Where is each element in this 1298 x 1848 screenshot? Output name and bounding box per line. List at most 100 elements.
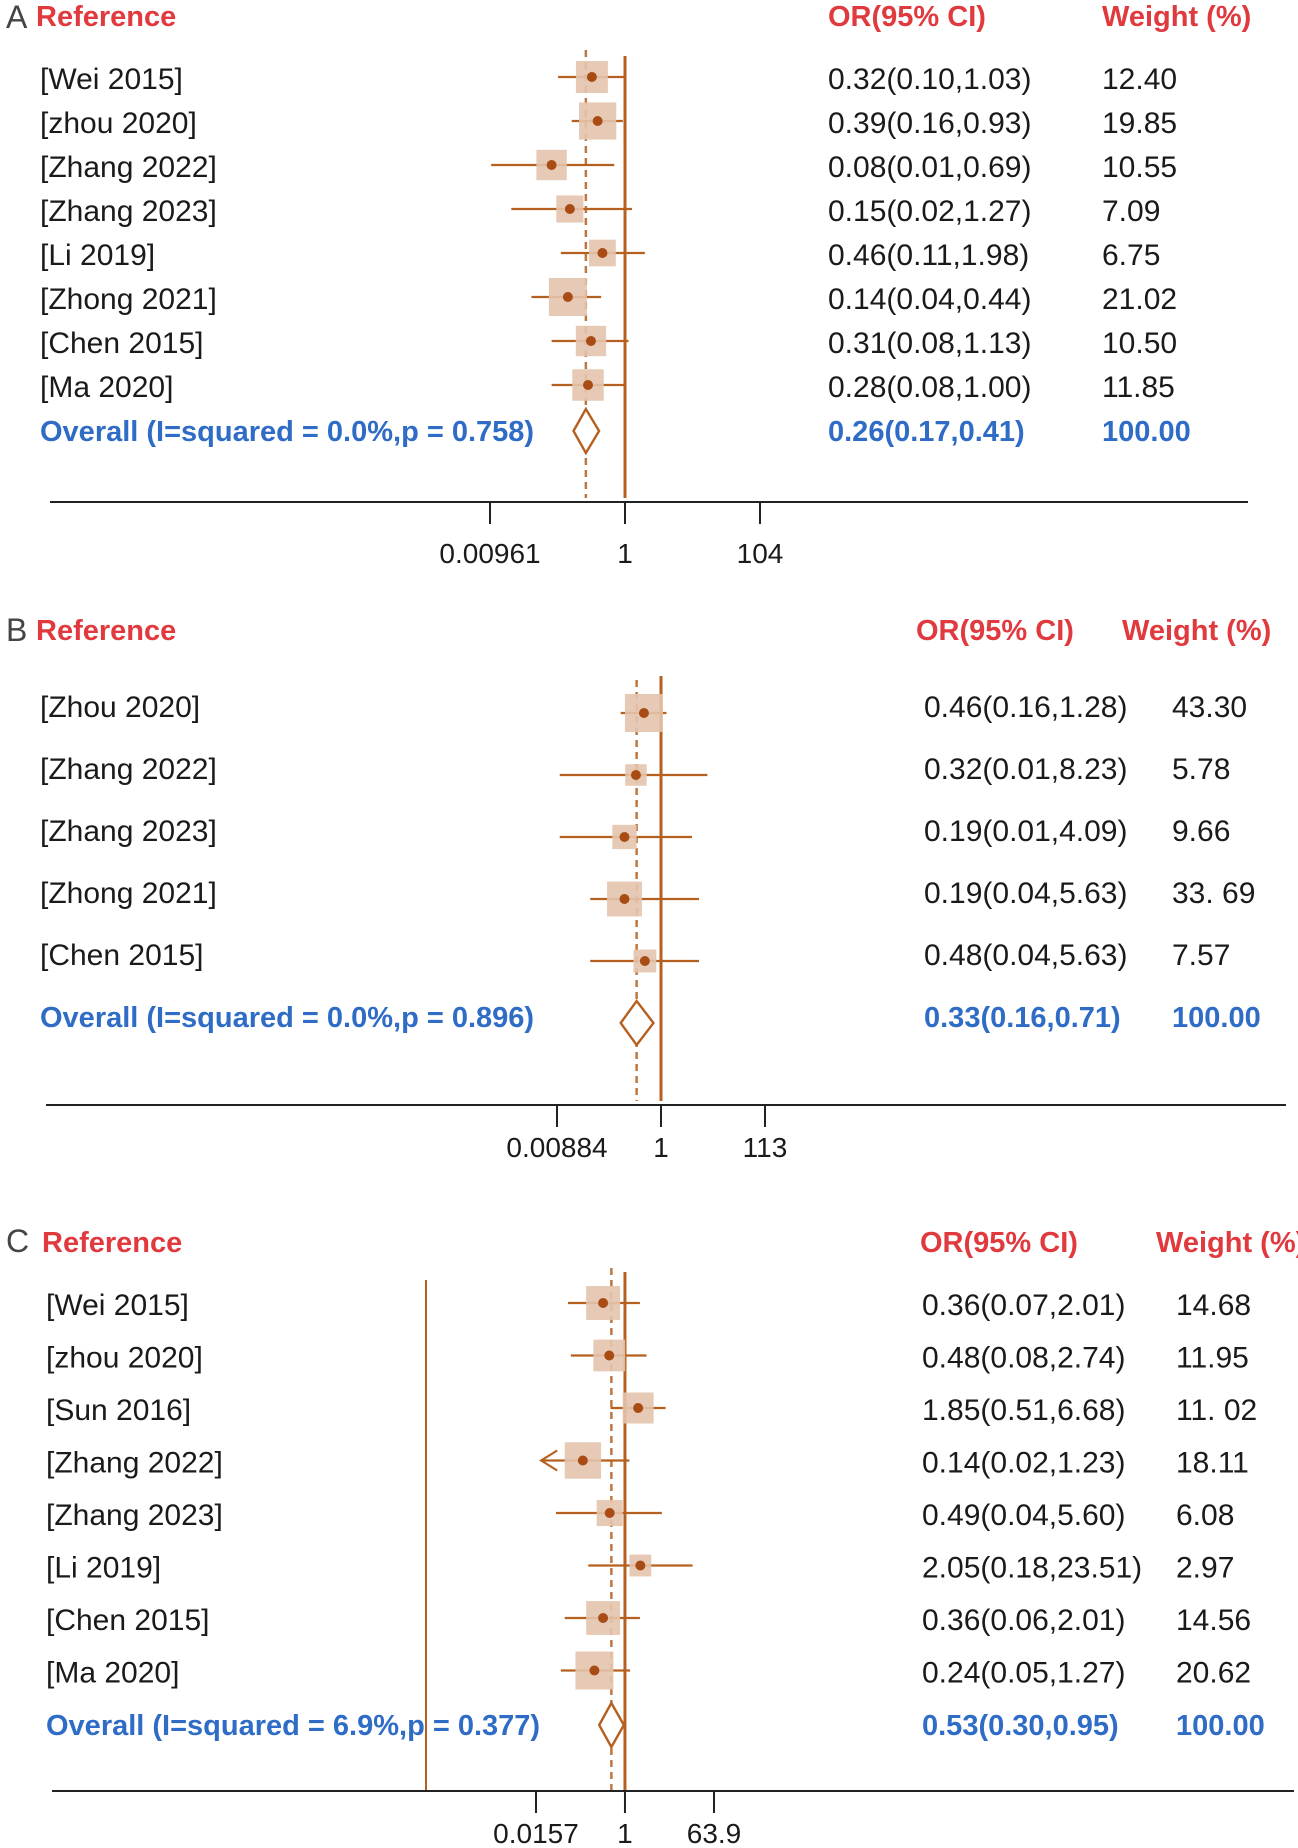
header-weight: Weight (%) [1122, 615, 1271, 647]
study-name: [Ma 2020] [40, 371, 173, 404]
study-or-ci: 0.46(0.16,1.28) [924, 691, 1127, 724]
study-or-ci: 0.32(0.01,8.23) [924, 753, 1127, 786]
point-estimate [619, 894, 630, 904]
overall-label: Overall (I=squared = 0.0%,p = 0.758) [40, 416, 534, 448]
study-row: [Li 2019] 2.05(0.18,23.51) 2.97 [46, 1552, 1234, 1585]
study-row: [Chen 2015] 0.31(0.08,1.13) 10.50 [40, 325, 1177, 360]
panel-label: A [6, 0, 28, 35]
study-row: [zhou 2020] 0.48(0.08,2.74) 11.95 [46, 1339, 1249, 1375]
study-weight: 7.57 [1172, 939, 1230, 972]
point-estimate [597, 248, 608, 258]
study-row: [Chen 2015] 0.48(0.04,5.63) 7.57 [40, 939, 1230, 973]
ci-arrow-left [539, 1449, 558, 1472]
axis-tick-label: 1 [617, 538, 633, 569]
study-or-ci: 2.05(0.18,23.51) [922, 1552, 1142, 1585]
study-name: [Zhou 2020] [40, 691, 200, 724]
study-weight: 20.62 [1176, 1657, 1251, 1690]
point-estimate [598, 1613, 609, 1623]
point-estimate [586, 72, 597, 82]
study-name: [Chen 2015] [46, 1604, 209, 1637]
study-or-ci: 0.24(0.05,1.27) [922, 1657, 1125, 1690]
point-estimate [630, 770, 641, 780]
header-weight: Weight (%) [1156, 1227, 1298, 1259]
study-or-ci: 0.49(0.04,5.60) [922, 1499, 1125, 1532]
study-name: [Ma 2020] [46, 1657, 179, 1690]
study-row: [Zhang 2022] 0.08(0.01,0.69) 10.55 [40, 149, 1177, 184]
point-estimate [633, 1403, 644, 1413]
study-row: [Zhou 2020] 0.46(0.16,1.28) 43.30 [40, 691, 1247, 732]
study-row: [Ma 2020] 0.24(0.05,1.27) 20.62 [46, 1651, 1251, 1690]
overall-row: Overall (I=squared = 6.9%,p = 0.377) 0.53… [46, 1700, 1265, 1750]
axis-tick-label: 0.0157 [493, 1818, 579, 1848]
study-name: [Zhang 2023] [46, 1499, 223, 1532]
overall-weight: 100.00 [1176, 1710, 1265, 1742]
panel-label: C [6, 1223, 29, 1259]
point-estimate [619, 832, 630, 842]
axis-tick-label: 113 [743, 1132, 788, 1163]
forest-panel-c: C Reference OR(95% CI) Weight (%) [Wei 2015]… [6, 1223, 1298, 1848]
study-or-ci: 0.19(0.04,5.63) [924, 877, 1127, 910]
header-or-ci: OR(95% CI) [828, 1, 986, 33]
overall-diamond [597, 1700, 626, 1750]
study-weight: 11.95 [1176, 1342, 1249, 1375]
point-estimate [639, 956, 650, 966]
study-or-ci: 0.36(0.07,2.01) [922, 1289, 1125, 1322]
header-reference: Reference [42, 1227, 182, 1259]
header-reference: Reference [36, 1, 176, 33]
study-row: [Wei 2015] 0.36(0.07,2.01) 14.68 [46, 1286, 1251, 1322]
axis-tick-label: 63.9 [687, 1818, 742, 1848]
study-weight: 14.68 [1176, 1289, 1251, 1322]
study-name: [zhou 2020] [40, 107, 197, 140]
study-or-ci: 0.48(0.08,2.74) [922, 1342, 1125, 1375]
study-weight: 18.11 [1176, 1447, 1249, 1480]
header-weight: Weight (%) [1102, 1, 1251, 33]
study-row: [Chen 2015] 0.36(0.06,2.01) 14.56 [46, 1601, 1251, 1637]
study-row: [Zhang 2022] 0.32(0.01,8.23) 5.78 [40, 753, 1230, 786]
overall-row: Overall (I=squared = 0.0%,p = 0.758) 0.26… [40, 406, 1191, 456]
study-weight: 2.97 [1176, 1552, 1234, 1585]
study-weight: 11. 02 [1176, 1394, 1257, 1427]
point-estimate [635, 1560, 646, 1571]
point-estimate [583, 380, 594, 390]
study-name: [Zhang 2023] [40, 815, 217, 848]
panel-label: B [6, 612, 27, 648]
overall-weight: 100.00 [1102, 416, 1191, 448]
study-name: [Zhong 2021] [40, 877, 217, 910]
study-weight: 10.55 [1102, 151, 1177, 184]
study-weight: 19.85 [1102, 107, 1177, 140]
study-or-ci: 0.14(0.04,0.44) [828, 283, 1031, 316]
study-or-ci: 0.32(0.10,1.03) [828, 63, 1031, 96]
axis-tick-label: 0.00961 [439, 538, 540, 569]
study-name: [Zhang 2022] [40, 151, 217, 184]
study-or-ci: 0.46(0.11,1.98) [828, 239, 1029, 272]
point-estimate [546, 160, 557, 170]
study-row: [Zhang 2023] 0.49(0.04,5.60) 6.08 [46, 1499, 1234, 1532]
study-weight: 12.40 [1102, 63, 1177, 96]
study-row: [Zhang 2023] 0.19(0.01,4.09) 9.66 [40, 815, 1230, 850]
point-estimate [562, 292, 573, 302]
forest-panel-a: A Reference OR(95% CI) Weight (%) [Wei 2015]… [6, 0, 1251, 569]
point-estimate [604, 1508, 615, 1518]
study-or-ci: 0.31(0.08,1.13) [828, 327, 1031, 360]
overall-or-ci: 0.53(0.30,0.95) [922, 1710, 1119, 1742]
study-or-ci: 0.14(0.02,1.23) [922, 1447, 1125, 1480]
study-or-ci: 0.39(0.16,0.93) [828, 107, 1031, 140]
point-estimate [638, 708, 649, 718]
study-weight: 6.75 [1102, 239, 1160, 272]
study-name: [Sun 2016] [46, 1394, 191, 1427]
study-row: [Zhang 2023] 0.15(0.02,1.27) 7.09 [40, 195, 1160, 228]
study-name: [Wei 2015] [40, 63, 183, 96]
study-or-ci: 0.36(0.06,2.01) [922, 1604, 1125, 1637]
study-row: [Sun 2016] 1.85(0.51,6.68) 11. 02 [46, 1392, 1257, 1427]
overall-label: Overall (I=squared = 0.0%,p = 0.896) [40, 1002, 534, 1034]
study-weight: 33. 69 [1172, 877, 1255, 910]
study-row: [Ma 2020] 0.28(0.08,1.00) 11.85 [40, 369, 1175, 404]
study-name: [zhou 2020] [46, 1342, 203, 1375]
study-name: [Chen 2015] [40, 939, 203, 972]
overall-diamond [619, 998, 655, 1048]
study-weight: 10.50 [1102, 327, 1177, 360]
axis-tick-label: 0.00884 [506, 1132, 607, 1163]
study-row: [Zhang 2022] 0.14(0.02,1.23) 18.11 [46, 1442, 1249, 1480]
overall-label: Overall (I=squared = 6.9%,p = 0.377) [46, 1710, 540, 1742]
study-name: [Zhang 2022] [46, 1447, 223, 1480]
